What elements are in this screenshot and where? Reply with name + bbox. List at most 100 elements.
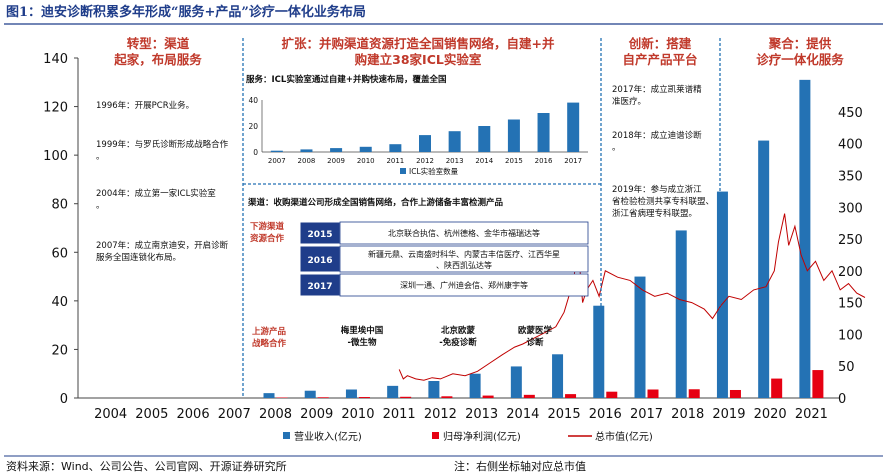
milestone-left-3: 2007年：成立南京迪安，开启诊断服务全国连锁化布局。: [96, 240, 229, 263]
profit-bar: [441, 396, 453, 398]
right-tick-group: 0 50 100 150 200 250 300 350 400 450: [838, 106, 863, 407]
phase-heading-2: 扩张：并购渠道资源打造全国销售网络，自建+并购建立38家ICL实验室: [282, 36, 555, 67]
inset-x-tick-label: 2008: [298, 157, 316, 165]
revenue-bar: [469, 373, 481, 398]
inset-legend-swatch: [400, 168, 406, 174]
legend-profit-label: 归母净利润(亿元): [443, 430, 521, 443]
legend-revenue-label: 营业收入(亿元): [294, 430, 362, 443]
revenue-bar: [716, 191, 728, 398]
x-tick-group: 2004 2005 2006 2007 2008 2009 2010 2011 2012 2013…: [94, 407, 828, 422]
upstream-partner: 梅里埃中国-微生物: [341, 325, 384, 348]
revenue-bar: [510, 366, 522, 398]
channel-companies: 新疆元鼎、云南盛时科华、内蒙古丰信医疗、江西华星、陕西凯弘达等: [368, 249, 560, 270]
upstream-partner: 欧蒙医学诊断: [518, 325, 553, 348]
left-tick-label: 140: [43, 52, 68, 67]
inset-y-tick-label: 20: [248, 122, 258, 131]
right-tick-label: 0: [838, 392, 846, 407]
inset-bar-group: [270, 102, 580, 152]
phase-heading-4: 聚合：提供诊疗一体化服务: [756, 36, 844, 67]
source-note: 资料来源：Wind、公司公告、公司官网、开源证券研究所: [6, 459, 287, 473]
x-tick-label: 2013: [465, 407, 498, 422]
left-tick-label: 80: [51, 198, 68, 213]
profit-bar: [812, 370, 824, 398]
revenue-bar: [593, 305, 605, 398]
x-tick-label: 2011: [383, 407, 416, 422]
milestone-left-1: 1999年：与罗氏诊断形成战略合作。: [96, 139, 229, 162]
milestones-innovation: 2017年：成立凯莱谱精准医疗。 2018年：成立迪谱诊断。 2019年：参与成立浙…: [612, 84, 714, 219]
inset-legend-label: ICL实验室数量: [409, 166, 459, 176]
inset-x-tick-label: 2017: [564, 157, 582, 165]
right-tick-label: 450: [838, 106, 863, 121]
right-tick-label: 400: [838, 138, 863, 153]
x-tick-label: 2014: [506, 407, 539, 422]
icl-bar: [419, 135, 431, 152]
profit-bar: [523, 394, 535, 398]
inset-x-tick-label: 2009: [327, 157, 345, 165]
icl-bar: [537, 113, 550, 152]
channel-year: 2015: [307, 230, 332, 240]
x-tick-label: 2005: [135, 407, 168, 422]
channel-companies: 深圳一通、广州迪会信、郑州康宇等: [400, 280, 528, 290]
channel-heading: 渠道：收购渠道公司形成全国销售网络，合作上游储备丰富检测产品: [248, 197, 504, 208]
right-tick-label: 50: [838, 360, 855, 375]
revenue-bar: [345, 389, 357, 398]
x-tick-label: 2020: [754, 407, 787, 422]
inset-x-tick-label: 2016: [535, 157, 553, 165]
x-tick-label: 2008: [259, 407, 292, 422]
right-tick-label: 150: [838, 297, 863, 312]
inset-x-tick-label: 2015: [505, 157, 523, 165]
figure-title: 图1：迪安诊断积累多年形成“服务+产品”诊疗一体化业务布局: [6, 4, 366, 20]
revenue-bar: [387, 385, 399, 398]
channel-text-cell: [339, 221, 589, 245]
inset-x-tick-label: 2014: [475, 157, 493, 165]
x-tick-label: 2006: [177, 407, 210, 422]
icl-bar: [507, 119, 520, 152]
x-tick-label: 2007: [218, 407, 251, 422]
left-tick-group: 0 20 40 60 80 100 120 140: [43, 52, 78, 407]
profit-bar: [647, 389, 659, 398]
inset-y-ticks: 0 20 40: [248, 96, 258, 157]
x-tick-label: 2012: [424, 407, 457, 422]
milestone-left-2: 2004年：成立第一家ICL实验室。: [96, 188, 216, 211]
milestone-innovation-0: 2017年：成立凯莱谱精准医疗。: [612, 84, 702, 107]
x-tick-label: 2019: [712, 407, 745, 422]
profit-bar: [400, 396, 412, 398]
left-tick-label: 100: [43, 149, 68, 164]
inset-y-tick-label: 0: [253, 148, 258, 157]
right-tick-label: 100: [838, 328, 863, 343]
inset-x-tick-label: 2013: [446, 157, 464, 165]
upstream-partner: 北京欧蒙-免疫诊断: [439, 325, 477, 348]
icl-bar: [270, 150, 283, 152]
inset-x-tick-label: 2011: [386, 157, 404, 165]
revenue-bar: [634, 276, 646, 398]
main-bar-group: [263, 79, 824, 399]
profit-bar: [771, 378, 783, 398]
legend: 营业收入(亿元) 归母净利润(亿元) 总市值(亿元): [283, 430, 653, 443]
x-tick-label: 2016: [589, 407, 622, 422]
upstream-label: 上游产品战略合作: [252, 326, 287, 349]
legend-cap-label: 总市值(亿元): [595, 430, 653, 443]
icl-bar: [359, 146, 372, 152]
left-tick-label: 60: [51, 246, 68, 261]
profit-bar: [358, 397, 370, 398]
revenue-bar: [799, 79, 811, 398]
inset-x-ticks: 2007 2008 2009 2010 2011 2012 2013 2014 2015 2016…: [268, 157, 582, 165]
icl-bar: [478, 126, 491, 152]
icl-bar: [389, 144, 402, 152]
milestone-innovation-1: 2018年：成立迪谱诊断。: [612, 130, 702, 153]
right-tick-label: 200: [838, 265, 863, 280]
icl-bar: [567, 102, 580, 152]
right-tick-label: 250: [838, 233, 863, 248]
channel-text-cell: [339, 273, 589, 297]
left-tick-label: 20: [51, 343, 68, 358]
profit-bar: [606, 391, 618, 398]
icl-bar: [300, 149, 313, 152]
profit-bar: [317, 397, 329, 398]
inset-x-tick-label: 2012: [416, 157, 434, 165]
market-cap-line: [398, 213, 866, 381]
x-tick-label: 2017: [630, 407, 663, 422]
channel-text-cell: [339, 245, 589, 273]
right-tick-label: 350: [838, 169, 863, 184]
